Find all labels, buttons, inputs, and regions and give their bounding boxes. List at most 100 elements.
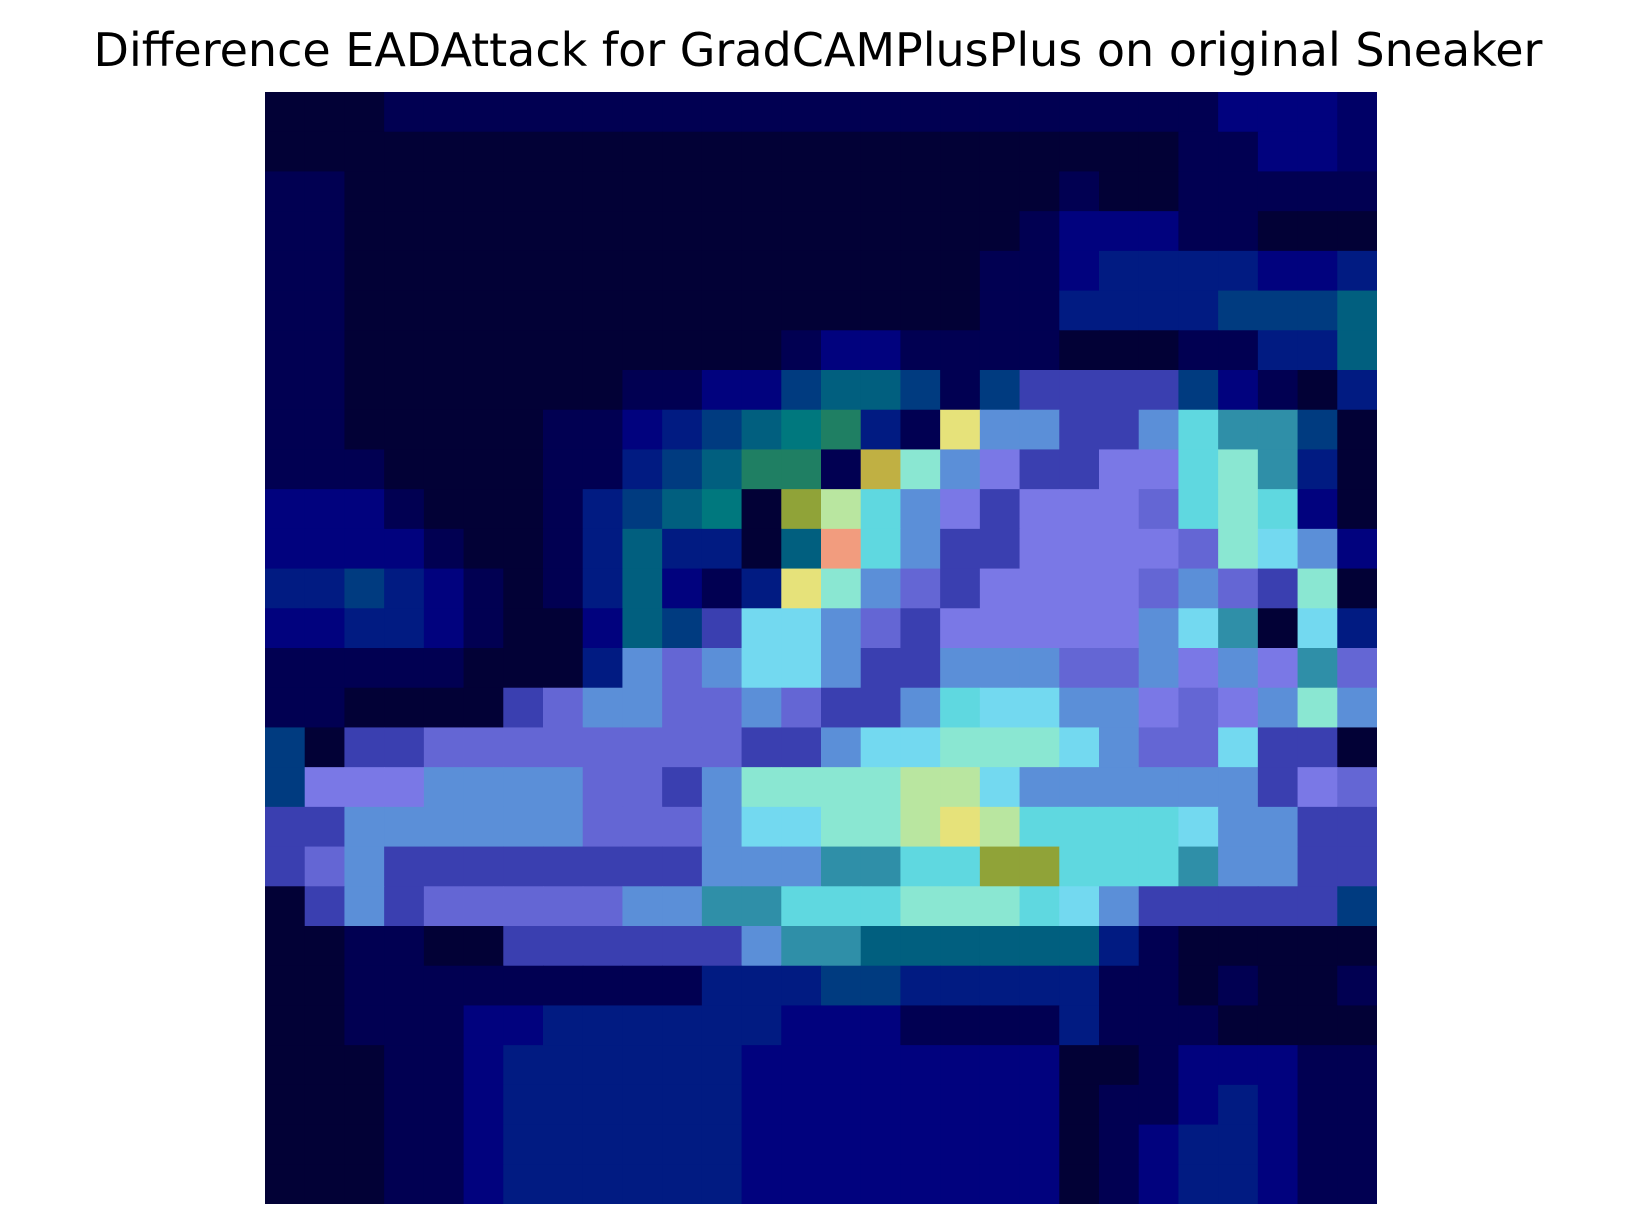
heatmap-cell: [304, 806, 346, 848]
heatmap-cell: [1337, 1045, 1377, 1086]
heatmap-cell: [662, 1005, 703, 1046]
heatmap-cell: [1218, 409, 1259, 451]
heatmap-cell: [463, 1164, 504, 1204]
heatmap-cell: [423, 806, 465, 848]
heatmap-cell: [900, 489, 941, 530]
heatmap-cell: [344, 1005, 385, 1046]
heatmap-cell: [940, 92, 981, 133]
heatmap-cell: [900, 449, 941, 490]
heatmap-cell: [622, 767, 663, 808]
heatmap-cell: [781, 1084, 822, 1126]
heatmap-cell: [821, 1005, 862, 1046]
heatmap-cell: [979, 965, 1021, 1007]
heatmap-cell: [781, 211, 822, 252]
heatmap-cell: [265, 806, 306, 848]
heatmap-cell: [860, 370, 902, 411]
heatmap-cell: [1178, 1084, 1219, 1126]
heatmap-cell: [384, 846, 425, 887]
heatmap-cell: [821, 370, 862, 411]
heatmap-cell: [900, 806, 941, 848]
heatmap-cell: [622, 806, 663, 848]
heatmap-cell: [622, 1005, 663, 1046]
heatmap-cell: [503, 1084, 544, 1126]
heatmap-cell: [741, 1045, 782, 1086]
heatmap-cell: [304, 528, 346, 570]
heatmap-cell: [1257, 727, 1299, 768]
heatmap-cell: [662, 1084, 703, 1126]
heatmap-cell: [1297, 767, 1338, 808]
heatmap-cell: [304, 727, 346, 768]
heatmap-cell: [860, 1124, 902, 1165]
heatmap-cell: [1099, 608, 1140, 649]
heatmap-cell: [304, 211, 346, 252]
heatmap-cell: [940, 687, 981, 729]
heatmap-cell: [1257, 687, 1299, 729]
heatmap-cell: [543, 528, 584, 570]
heatmap-cell: [860, 290, 902, 331]
heatmap-cell: [1257, 886, 1299, 927]
heatmap-cell: [1218, 767, 1259, 808]
heatmap-cell: [940, 648, 981, 689]
heatmap-cell: [781, 727, 822, 768]
heatmap-cell: [1297, 92, 1338, 133]
heatmap-cell: [662, 568, 703, 609]
heatmap-cell: [582, 250, 624, 292]
heatmap-cell: [1138, 449, 1180, 490]
heatmap-cell: [1337, 846, 1377, 887]
heatmap-cell: [1218, 1045, 1259, 1086]
heatmap-cell: [1257, 211, 1299, 252]
heatmap-cell: [940, 846, 981, 887]
heatmap-cell: [423, 1005, 465, 1046]
heatmap-cell: [1297, 528, 1338, 570]
heatmap-cell: [1337, 449, 1377, 490]
heatmap-cell: [265, 687, 306, 729]
heatmap-cell: [979, 608, 1021, 649]
heatmap-cell: [900, 370, 941, 411]
heatmap-cell: [423, 648, 465, 689]
heatmap-cell: [1138, 171, 1180, 212]
heatmap-cell: [1257, 1164, 1299, 1204]
heatmap-cell: [265, 409, 306, 451]
heatmap-cell: [622, 131, 663, 173]
heatmap-cell: [1099, 965, 1140, 1007]
heatmap-cell: [1138, 568, 1180, 609]
heatmap-cell: [423, 1045, 465, 1086]
heatmap-cell: [860, 171, 902, 212]
heatmap-cell: [344, 767, 385, 808]
heatmap-cell: [701, 211, 743, 252]
heatmap-cell: [1019, 449, 1060, 490]
heatmap-cell: [1257, 489, 1299, 530]
heatmap-cell: [1138, 767, 1180, 808]
heatmap-cell: [1019, 528, 1060, 570]
heatmap-cell: [1178, 846, 1219, 887]
heatmap-cell: [1019, 330, 1060, 371]
heatmap-cell: [979, 489, 1021, 530]
heatmap-cell: [1099, 528, 1140, 570]
heatmap-cell: [1138, 290, 1180, 331]
heatmap-cell: [1297, 965, 1338, 1007]
heatmap-cell: [423, 568, 465, 609]
heatmap-cell: [344, 92, 385, 133]
heatmap-cell: [1019, 1164, 1060, 1204]
heatmap-cell: [1099, 568, 1140, 609]
heatmap-cell: [701, 370, 743, 411]
heatmap-cell: [344, 886, 385, 927]
heatmap-cell: [265, 1005, 306, 1046]
heatmap-cell: [701, 330, 743, 371]
heatmap-cell: [503, 330, 544, 371]
heatmap-cell: [265, 1084, 306, 1126]
heatmap-cell: [821, 489, 862, 530]
heatmap-cell: [1138, 886, 1180, 927]
heatmap-cell: [1257, 250, 1299, 292]
heatmap-cell: [821, 250, 862, 292]
heatmap-cell: [900, 409, 941, 451]
heatmap-cell: [1019, 1084, 1060, 1126]
heatmap-cell: [701, 648, 743, 689]
heatmap-cell: [821, 767, 862, 808]
heatmap-cell: [304, 171, 346, 212]
heatmap-cell: [384, 687, 425, 729]
heatmap-cell: [1257, 370, 1299, 411]
heatmap-cell: [1059, 568, 1100, 609]
heatmap-cell: [304, 846, 346, 887]
heatmap-cell: [821, 648, 862, 689]
